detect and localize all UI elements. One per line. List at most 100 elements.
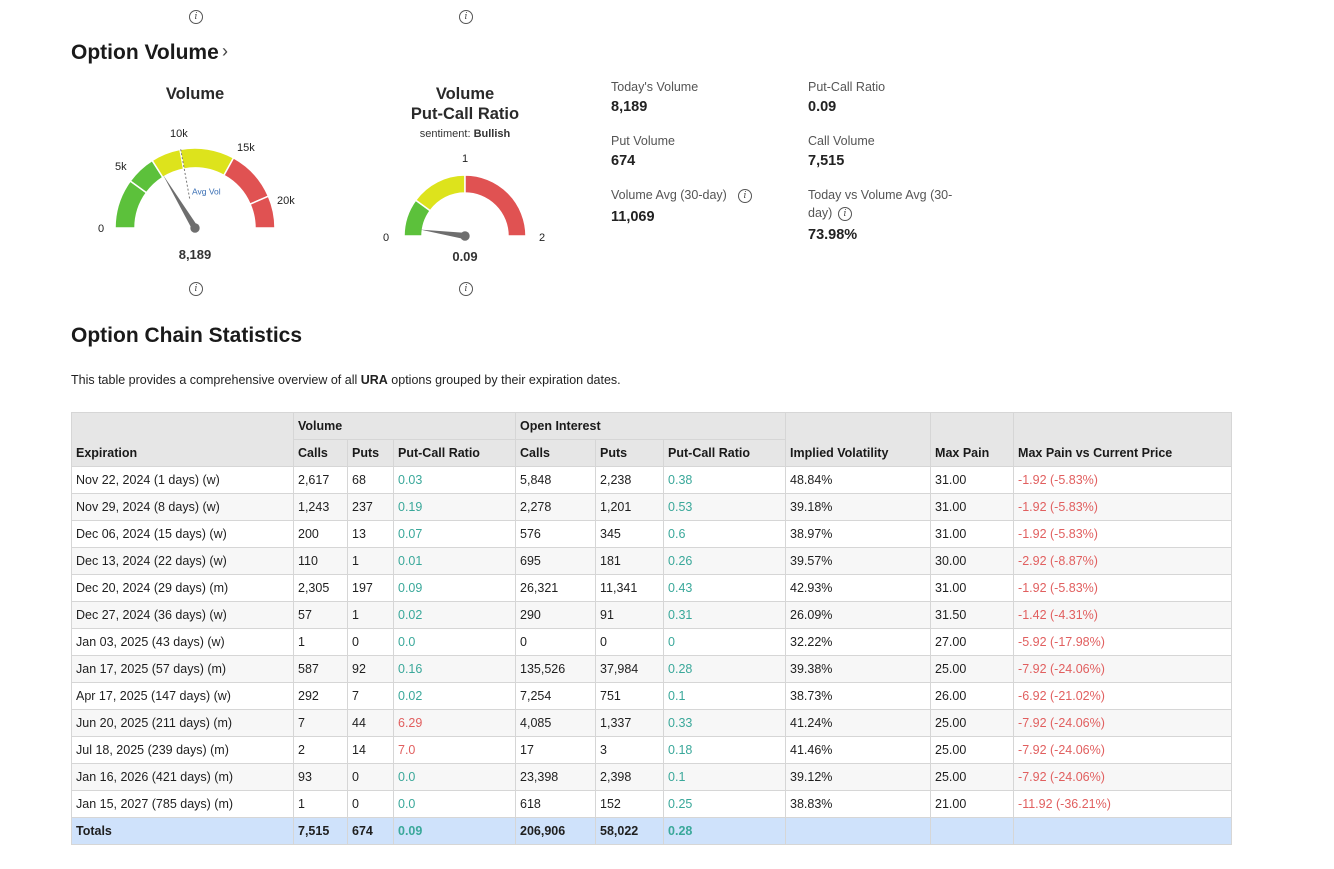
totals-cell-empty <box>785 817 932 845</box>
info-icon[interactable]: i <box>838 207 852 221</box>
col-max-pain[interactable]: Max Pain <box>930 412 1015 467</box>
volume-gauge: Avg Vol 0 5k 10k 15k 20k <box>98 128 295 235</box>
info-icon[interactable]: i <box>459 282 473 296</box>
table-cell-vpcr: 0.02 <box>392 601 517 629</box>
table-cell-op: 0 <box>595 628 665 656</box>
col-oi-calls[interactable]: Calls <box>515 439 597 467</box>
col-oi-pcr[interactable]: Put-Call Ratio <box>663 439 787 467</box>
gauge-tick-label: 0 <box>98 223 104 235</box>
table-cell-oc: 7,254 <box>515 682 597 710</box>
gauge-tick-label: 5k <box>115 161 127 173</box>
table-row[interactable]: Jan 15, 2027 (785 days) (m) 1 0 0.0 618 152 0.… <box>71 790 1233 818</box>
option-chain-title: Option Chain Statistics <box>71 324 303 347</box>
col-oi-puts[interactable]: Puts <box>595 439 665 467</box>
table-cell-mp: 25.00 <box>930 763 1015 791</box>
table-cell-mp: 25.00 <box>930 709 1015 737</box>
col-implied-volatility[interactable]: Implied Volatility <box>785 412 932 467</box>
table-row[interactable]: Jan 16, 2026 (421 days) (m) 93 0 0.0 23,398 2… <box>71 763 1233 791</box>
gauge-tick-label: 20k <box>277 195 295 207</box>
table-cell-op: 2,398 <box>595 763 665 791</box>
table-cell-opcr: 0.6 <box>663 520 787 548</box>
table-cell-vpcr: 0.16 <box>392 655 517 683</box>
table-cell-exp: Jan 17, 2025 (57 days) (m) <box>71 655 294 683</box>
gauge-tick-label: 10k <box>170 128 188 140</box>
table-cell-op: 1,337 <box>595 709 665 737</box>
put-volume-label: Put Volume <box>611 134 675 148</box>
option-volume-title[interactable]: Option Volume <box>71 41 219 64</box>
table-cell-vp: 0 <box>347 628 394 656</box>
table-cell-iv: 39.57% <box>785 547 932 575</box>
table-row[interactable]: Jan 03, 2025 (43 days) (w) 1 0 0.0 0 0 0 32.22%… <box>71 628 1233 656</box>
table-cell-op: 2,238 <box>595 466 665 494</box>
table-cell-vp: 1 <box>347 547 394 575</box>
table-row[interactable]: Apr 17, 2025 (147 days) (w) 292 7 0.02 7,254… <box>71 682 1233 710</box>
table-cell-oc: 576 <box>515 520 597 548</box>
table-cell-vp: 0 <box>347 763 394 791</box>
table-row[interactable]: Dec 06, 2024 (15 days) (w) 200 13 0.07 576 34… <box>71 520 1233 548</box>
table-cell-vc: 7 <box>293 709 348 737</box>
info-icon[interactable]: i <box>189 10 203 24</box>
desc-suffix: options grouped by their expiration date… <box>387 373 621 387</box>
table-cell-vc: 2 <box>293 736 348 764</box>
table-cell-iv: 39.38% <box>785 655 932 683</box>
pcr-gauge-title-line2: Put-Call Ratio <box>410 105 520 123</box>
table-cell-exp: Jan 03, 2025 (43 days) (w) <box>71 628 294 656</box>
put-call-ratio-value: 0.09 <box>808 99 837 115</box>
table-cell-vp: 0 <box>347 790 394 818</box>
table-cell-vc: 587 <box>293 655 348 683</box>
table-row[interactable]: Jun 20, 2025 (211 days) (m) 7 44 6.29 4,085 1… <box>71 709 1233 737</box>
table-cell-oc: 4,085 <box>515 709 597 737</box>
today-vs-avg-label-line2: day) <box>808 206 833 220</box>
table-cell-exp: Nov 22, 2024 (1 days) (w) <box>71 466 294 494</box>
desc-ticker: URA <box>360 373 388 387</box>
table-cell-vc: 1 <box>293 628 348 656</box>
table-row[interactable]: Nov 22, 2024 (1 days) (w) 2,617 68 0.03 5,84… <box>71 466 1233 494</box>
pcr-gauge-title: Volume Put-Call Ratio <box>385 85 545 124</box>
table-cell-mpv: -7.92 (-24.06%) <box>1013 655 1233 683</box>
table-cell-vpcr: 6.29 <box>392 709 517 737</box>
call-volume-value: 7,515 <box>808 153 845 169</box>
table-cell-vp: 92 <box>347 655 394 683</box>
table-cell-op: 1,201 <box>595 493 665 521</box>
table-cell-iv: 41.46% <box>785 736 932 764</box>
totals-row: Totals 7,515 674 0.09 206,906 58,022 0.28 <box>71 817 1233 845</box>
table-cell-vc: 200 <box>293 520 348 548</box>
table-row[interactable]: Nov 29, 2024 (8 days) (w) 1,243 237 0.19 2,2… <box>71 493 1233 521</box>
table-cell-vpcr: 0.01 <box>392 547 517 575</box>
info-icon[interactable]: i <box>459 10 473 24</box>
table-cell-op: 11,341 <box>595 574 665 602</box>
col-volume-pcr[interactable]: Put-Call Ratio <box>392 439 517 467</box>
totals-cell-label: Totals <box>71 817 294 845</box>
table-cell-oc: 618 <box>515 790 597 818</box>
col-expiration[interactable]: Expiration <box>71 412 294 467</box>
avg-vol-label: Avg Vol <box>192 186 221 196</box>
gauge-band <box>222 156 270 206</box>
call-volume-label: Call Volume <box>808 134 875 148</box>
table-cell-mpv: -5.92 (-17.98%) <box>1013 628 1233 656</box>
table-cell-vpcr: 0.07 <box>392 520 517 548</box>
table-cell-mpv: -1.92 (-5.83%) <box>1013 493 1233 521</box>
table-cell-oc: 290 <box>515 601 597 629</box>
table-cell-vpcr: 0.0 <box>392 628 517 656</box>
table-cell-opcr: 0.28 <box>663 655 787 683</box>
gauge-needle <box>163 174 200 233</box>
table-row[interactable]: Jan 17, 2025 (57 days) (m) 587 92 0.16 135,5… <box>71 655 1233 683</box>
info-icon[interactable]: i <box>738 189 752 203</box>
gauge-needle-hub <box>460 231 470 241</box>
col-volume-calls[interactable]: Calls <box>293 439 348 467</box>
table-row[interactable]: Jul 18, 2025 (239 days) (m) 2 14 7.0 17 3 0.18… <box>71 736 1233 764</box>
totals-cell-vpcr: 0.09 <box>392 817 517 845</box>
volume-avg-value: 11,069 <box>611 209 655 225</box>
col-max-pain-vs-price[interactable]: Max Pain vs Current Price <box>1013 412 1233 467</box>
totals-cell-empty <box>1013 817 1233 845</box>
pcr-gauge-value: 0.09 <box>452 249 478 264</box>
col-volume-puts[interactable]: Puts <box>347 439 394 467</box>
table-cell-vc: 1,243 <box>293 493 348 521</box>
info-icon[interactable]: i <box>189 282 203 296</box>
table-row[interactable]: Dec 20, 2024 (29 days) (m) 2,305 197 0.09 26… <box>71 574 1233 602</box>
chevron-right-icon[interactable]: › <box>222 41 228 61</box>
table-row[interactable]: Dec 27, 2024 (36 days) (w) 57 1 0.02 290 91 0.… <box>71 601 1233 629</box>
table-cell-mp: 31.00 <box>930 466 1015 494</box>
totals-cell-vc: 7,515 <box>293 817 348 845</box>
table-row[interactable]: Dec 13, 2024 (22 days) (w) 110 1 0.01 695 181… <box>71 547 1233 575</box>
